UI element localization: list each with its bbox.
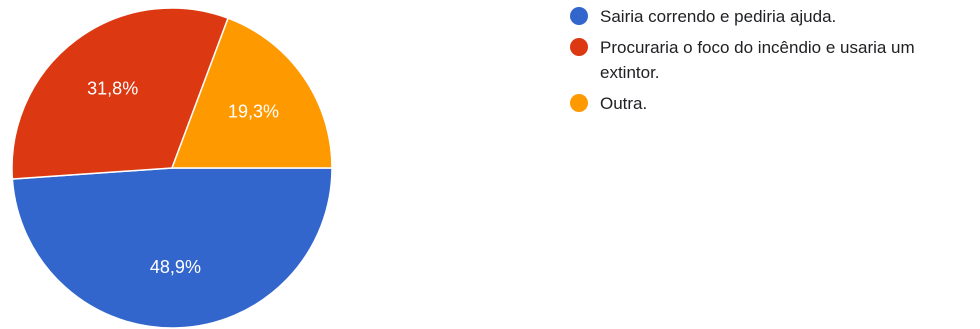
legend-swatch-blue	[570, 7, 588, 25]
legend-item-sairia[interactable]: Sairia correndo e pediria ajuda.	[570, 4, 970, 29]
pie-slice-outra[interactable]	[170, 17, 333, 169]
slice-label-procuraria: 31,8%	[87, 78, 138, 98]
legend-swatch-red	[570, 38, 588, 56]
legend-label: Sairia correndo e pediria ajuda.	[600, 7, 837, 26]
slice-label-outra: 19,3%	[228, 101, 279, 121]
legend-item-procuraria[interactable]: Procuraria o foco do incêndio e usaria u…	[570, 35, 970, 85]
legend-label: Procuraria o foco do incêndio e usaria u…	[600, 38, 915, 82]
legend-swatch-orange	[570, 94, 588, 112]
slice-label-sairia: 48,9%	[150, 257, 201, 277]
chart-legend: Sairia correndo e pediria ajuda. Procura…	[570, 4, 970, 122]
legend-label: Outra.	[600, 94, 648, 113]
pie-slice-procuraria[interactable]	[11, 7, 230, 180]
legend-item-outra[interactable]: Outra.	[570, 91, 970, 116]
pie-slice-sairia[interactable]	[11, 167, 333, 329]
